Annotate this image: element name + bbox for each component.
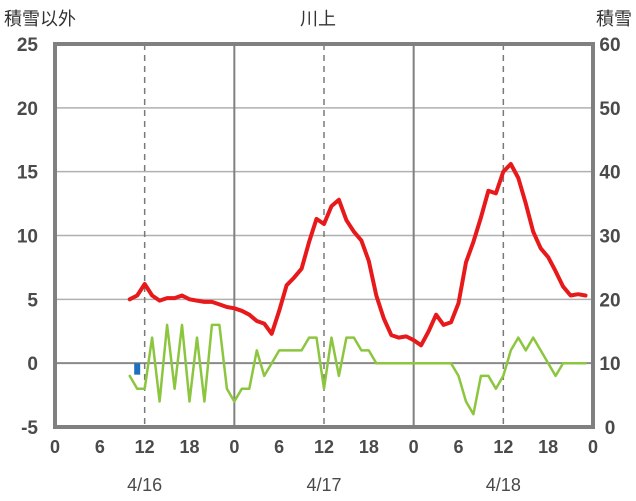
precip-bars — [134, 363, 141, 375]
right-tick-label: 40 — [599, 163, 620, 184]
x-tick-label: 0 — [409, 437, 419, 457]
right-axis-title: 積雪 — [596, 9, 632, 29]
x-tick-label: 12 — [314, 437, 334, 457]
date-label: 4/18 — [486, 475, 521, 495]
x-tick-label: 18 — [359, 437, 379, 457]
left-tick-label: 25 — [17, 35, 39, 56]
right-tick-label: 30 — [599, 227, 620, 248]
date-label: 4/16 — [127, 475, 162, 495]
x-tick-label: 18 — [179, 437, 199, 457]
x-tick-label: 6 — [95, 437, 105, 457]
green-series-line — [128, 323, 587, 416]
left-tick-label: 10 — [17, 227, 38, 248]
right-tick-label: 60 — [599, 35, 620, 56]
left-axis-ticks: 25 20 15 10 5 0 -5 — [17, 35, 39, 439]
x-tick-label: 0 — [50, 437, 60, 457]
right-tick-label: 0 — [605, 418, 616, 439]
x-tick-label: 0 — [588, 437, 598, 457]
x-tick-label: 6 — [274, 437, 284, 457]
left-tick-label: 20 — [17, 99, 38, 120]
right-tick-label: 10 — [599, 354, 620, 375]
left-tick-label: 5 — [27, 290, 38, 311]
x-tick-label: 12 — [493, 437, 513, 457]
precip-bar — [134, 363, 141, 375]
left-tick-label: 15 — [17, 163, 39, 184]
chart-title: 川上 — [300, 9, 336, 29]
right-tick-label: 50 — [599, 99, 620, 120]
temperature-line — [127, 162, 588, 348]
left-tick-label: 0 — [27, 354, 38, 375]
date-labels: 4/16 4/17 4/18 — [127, 475, 521, 495]
left-tick-label: -5 — [21, 418, 38, 439]
right-axis-ticks: 60 50 40 30 20 10 0 — [599, 35, 620, 439]
x-axis-ticks: 0 6 12 18 0 6 12 18 0 6 12 18 0 — [50, 437, 598, 457]
x-tick-label: 12 — [135, 437, 155, 457]
x-tick-label: 6 — [453, 437, 463, 457]
date-label: 4/17 — [306, 475, 341, 495]
right-tick-label: 20 — [599, 290, 620, 311]
x-tick-label: 18 — [538, 437, 558, 457]
plot-frame — [53, 42, 595, 429]
x-tick-label: 0 — [229, 437, 239, 457]
left-axis-title: 積雪以外 — [4, 9, 76, 29]
